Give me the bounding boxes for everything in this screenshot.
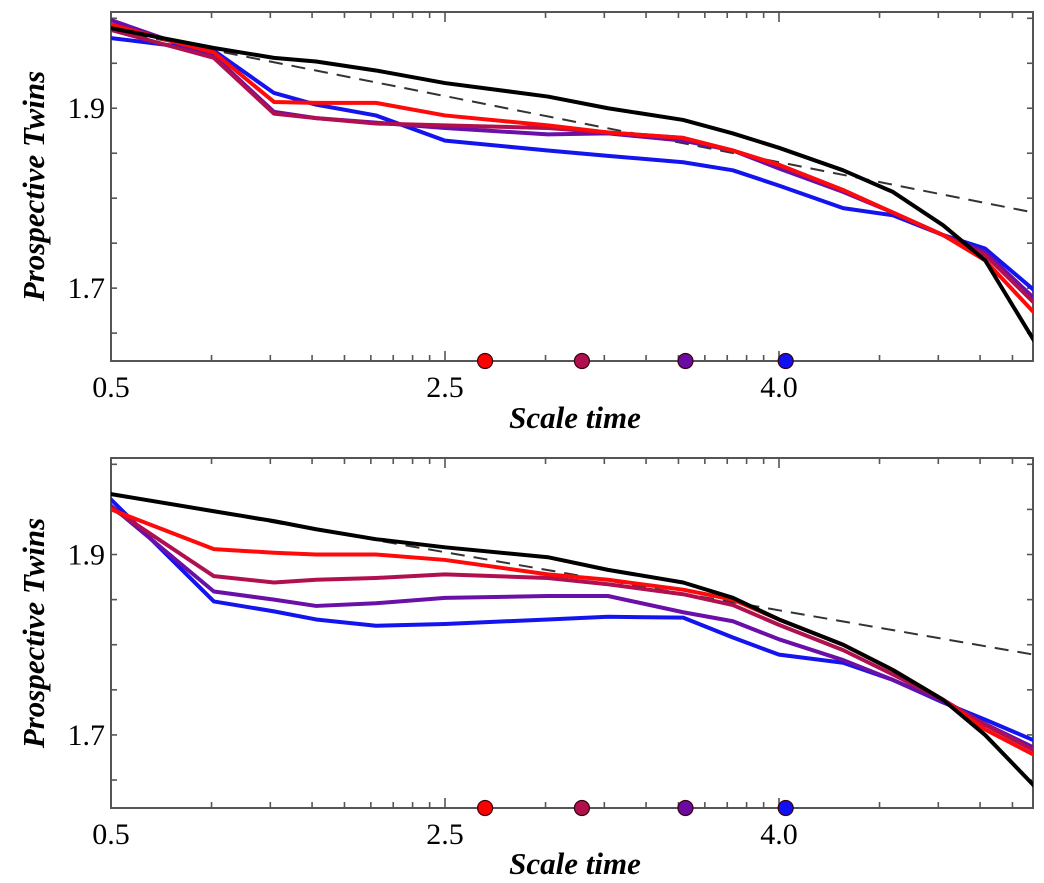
series-group [111, 18, 1033, 343]
dashed-asymptote [111, 29, 1033, 214]
y-tick-label: 1.7 [68, 719, 106, 752]
bottom-x-axis-title: Scale time [509, 846, 641, 881]
dashed-asymptote [111, 493, 1033, 656]
bottom-plot-area: 0.5 2.5 4.0 1.9 1.7 [68, 457, 1034, 851]
top-plot-area: 0.5 2.5 4.0 1.9 1.7 [68, 11, 1034, 404]
series-line-blue [111, 36, 1033, 292]
top-panel: 0.5 2.5 4.0 1.9 1.7 Prospective Twins Scale … [16, 11, 1034, 435]
bottom-y-axis-title: Prospective Twins [16, 518, 51, 749]
x-tick-label: 0.5 [92, 371, 130, 404]
crimson-marker [573, 352, 591, 370]
x-tick-label: 4.0 [760, 818, 798, 851]
plot-frame [110, 11, 1034, 362]
red-marker [476, 352, 494, 370]
series-line-crimson [111, 27, 1033, 305]
purple-marker [677, 352, 694, 370]
series-line-crimson [111, 505, 1033, 753]
x-tick-label: 4.0 [760, 371, 798, 404]
series-line-reference [111, 492, 1033, 788]
series-group [111, 492, 1033, 788]
y-tick-label: 1.7 [68, 272, 106, 305]
plot-frame [110, 457, 1034, 809]
red-marker [476, 799, 494, 817]
crimson-marker [573, 799, 591, 817]
y-tick-label: 1.9 [68, 539, 106, 572]
series-line-blue [111, 497, 1033, 743]
series-line-reference [111, 26, 1033, 343]
blue-marker [777, 352, 794, 370]
top-y-axis-title: Prospective Twins [16, 71, 51, 302]
series-line-red [111, 507, 1033, 757]
purple-marker [677, 799, 694, 817]
blue-marker [777, 799, 794, 817]
series-line-purple [111, 503, 1033, 750]
x-tick-label: 2.5 [426, 818, 464, 851]
series-line-red [111, 22, 1033, 315]
y-tick-label: 1.9 [68, 92, 106, 125]
x-tick-label: 2.5 [426, 371, 464, 404]
x-tick-label: 0.5 [92, 818, 130, 851]
bottom-panel: 0.5 2.5 4.0 1.9 1.7 Prospective Twins Scale … [16, 457, 1034, 881]
series-line-purple [111, 18, 1033, 300]
top-x-axis-title: Scale time [509, 400, 641, 435]
